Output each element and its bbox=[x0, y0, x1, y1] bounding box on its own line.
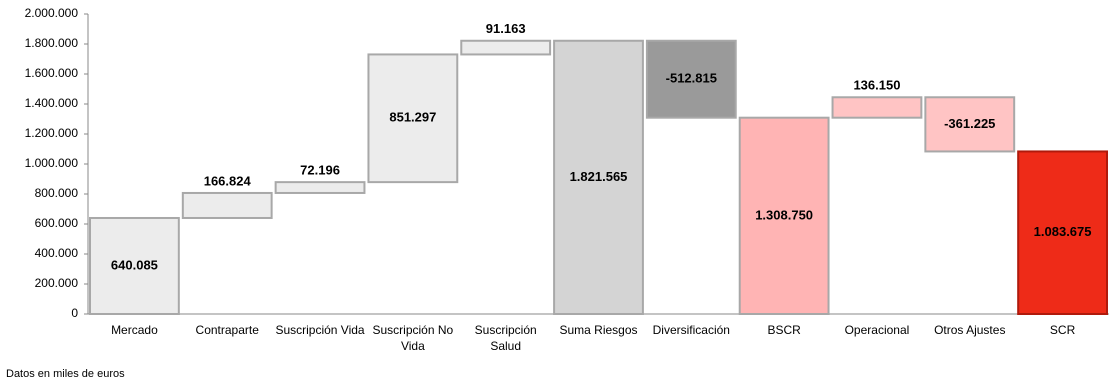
value-label: 166.824 bbox=[204, 173, 252, 188]
value-label: 91.163 bbox=[486, 21, 526, 36]
bar bbox=[924, 96, 1016, 153]
bar bbox=[1017, 150, 1109, 315]
x-tick-label: Otros Ajustes bbox=[934, 323, 1006, 337]
bar bbox=[181, 191, 273, 219]
y-tick-label: 2.000.000 bbox=[25, 6, 79, 20]
value-label: 1.821.565 bbox=[570, 169, 628, 184]
value-label: 851.297 bbox=[389, 110, 436, 125]
y-tick-label: 1.800.000 bbox=[25, 36, 79, 50]
y-tick-label: 400.000 bbox=[35, 246, 79, 260]
value-label: -361.225 bbox=[944, 116, 995, 131]
y-tick-label: 1.400.000 bbox=[25, 96, 79, 110]
bar bbox=[738, 116, 830, 315]
y-tick-label: 1.200.000 bbox=[25, 126, 79, 140]
value-label: 640.085 bbox=[111, 257, 158, 272]
value-label: -512.815 bbox=[666, 71, 717, 86]
y-tick-label: 600.000 bbox=[35, 216, 79, 230]
bar bbox=[274, 181, 366, 194]
y-tick-label: 1.600.000 bbox=[25, 66, 79, 80]
bar bbox=[89, 216, 180, 315]
y-tick-label: 800.000 bbox=[35, 186, 79, 200]
x-tick-label: Suscripción Salud bbox=[474, 323, 537, 353]
value-label: 1.083.675 bbox=[1034, 224, 1092, 239]
bar bbox=[460, 39, 552, 56]
value-label: 1.308.750 bbox=[755, 207, 813, 222]
x-tick-label: BSCR bbox=[767, 323, 801, 337]
x-tick-label: Suma Riesgos bbox=[559, 323, 638, 337]
x-tick-label: Suscripción Vida bbox=[275, 323, 365, 337]
note: Datos en miles de euros bbox=[6, 368, 125, 380]
x-tick-label: Suscripción No Vida bbox=[372, 323, 454, 353]
x-tick-label: Diversificación bbox=[652, 323, 730, 337]
x-tick-label: SCR bbox=[1049, 323, 1076, 337]
value-label: 72.196 bbox=[300, 163, 340, 178]
y-tick-label: 200.000 bbox=[35, 276, 79, 290]
bar bbox=[367, 53, 459, 184]
y-tick-label: 0 bbox=[71, 306, 78, 320]
y-tick-label: 1.000.000 bbox=[25, 156, 79, 170]
x-tick-label: Mercado bbox=[111, 323, 158, 337]
value-label: 136.150 bbox=[853, 78, 900, 93]
bar bbox=[645, 39, 737, 119]
x-tick-label: Operacional bbox=[844, 323, 910, 337]
bar bbox=[553, 39, 644, 315]
bar bbox=[831, 96, 923, 119]
x-tick-label: Contraparte bbox=[195, 323, 259, 337]
